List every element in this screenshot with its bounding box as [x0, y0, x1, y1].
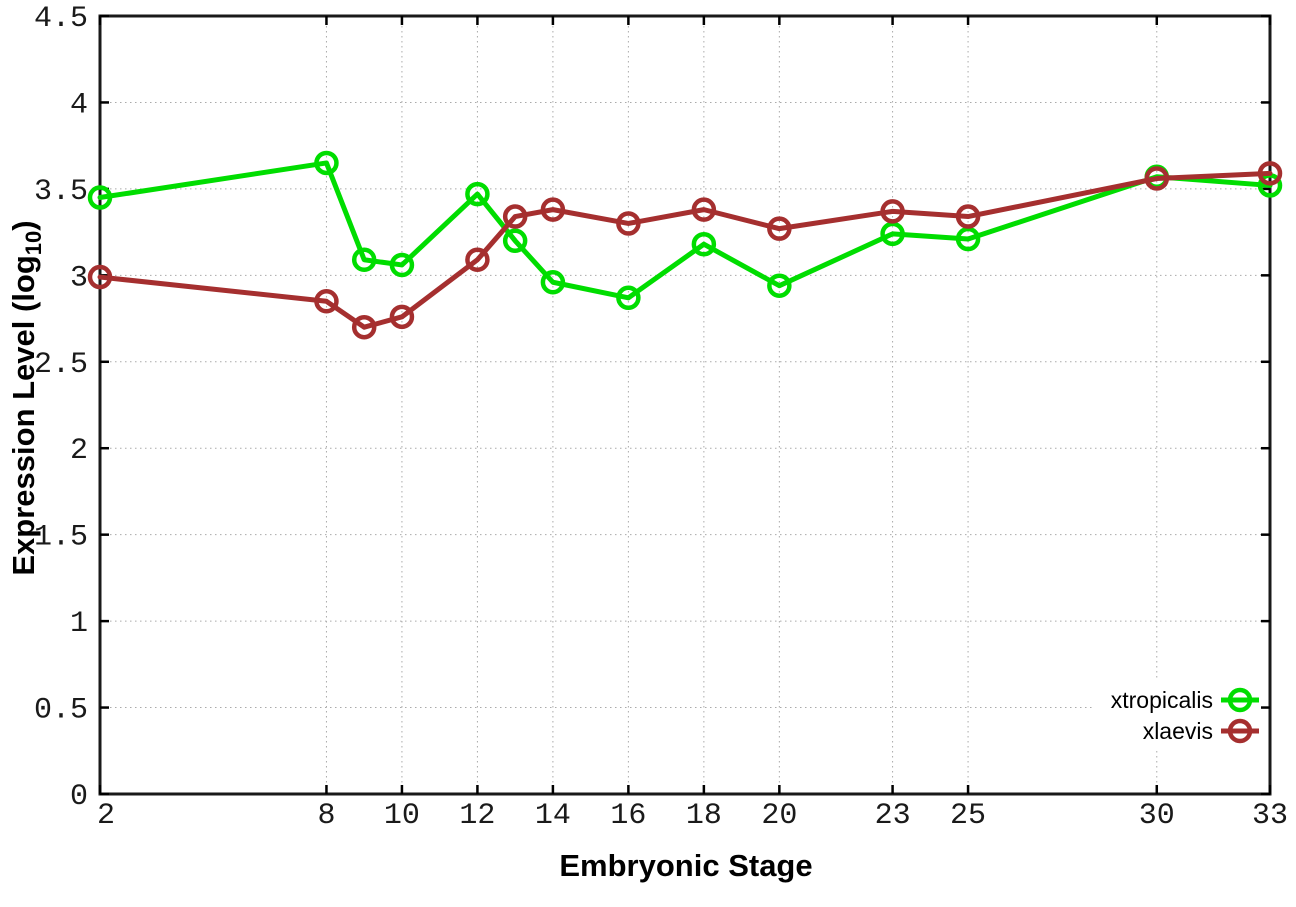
plot-border	[98, 14, 1272, 796]
x-tick-label-8: 8	[317, 799, 335, 833]
data-point-xtropicalis-stage-8	[314, 150, 339, 176]
x-tick-label-30: 30	[1139, 799, 1175, 833]
data-point-xtropicalis-stage-12	[465, 181, 490, 207]
legend-label-xtropicalis: xtropicalis	[1111, 687, 1213, 713]
x-tick-label-2: 2	[97, 799, 115, 833]
grid-layer	[99, 15, 1271, 795]
data-point-xtropicalis-stage-14	[540, 269, 566, 295]
data-point-xlaevis-stage-30	[1144, 166, 1170, 191]
x-tick-label-12: 12	[459, 799, 495, 833]
y-tick-label-4.5: 4.5	[34, 2, 88, 36]
y-tick-label-0: 0	[70, 780, 88, 814]
legend-marker-xtropicalis	[1227, 687, 1253, 713]
data-point-xlaevis-stage-16	[616, 211, 641, 236]
y-axis-label-post: )	[6, 220, 41, 230]
series-layer	[87, 150, 1283, 340]
legend: xtropicalis xlaevis	[1111, 687, 1259, 744]
data-point-xtropicalis-stage-10	[389, 252, 415, 278]
data-point-xlaevis-stage-12	[465, 247, 490, 273]
data-point-xtropicalis-stage-16	[616, 285, 641, 311]
data-point-xlaevis-stage-8	[314, 289, 339, 314]
data-point-xlaevis-stage-18	[691, 197, 717, 222]
x-tick-label-23: 23	[875, 799, 911, 833]
data-point-xtropicalis-stage-13	[502, 228, 528, 254]
x-axis-label: Embryonic Stage	[559, 848, 812, 883]
y-tick-label-2.5: 2.5	[34, 348, 88, 382]
data-point-xtropicalis-stage-20	[767, 273, 792, 298]
x-tick-label-20: 20	[761, 799, 797, 833]
data-point-xlaevis-stage-33	[1257, 161, 1283, 186]
legend-label-xlaevis: xlaevis	[1143, 718, 1213, 744]
data-point-xtropicalis-stage-2	[87, 185, 113, 210]
x-tick-label-33: 33	[1252, 799, 1288, 833]
y-tick-label-3.5: 3.5	[34, 175, 88, 209]
x-tick-label-18: 18	[686, 799, 722, 833]
x-tick-label-25: 25	[950, 799, 986, 833]
series-line-xlaevis	[97, 170, 1273, 330]
x-tick-label-10: 10	[384, 799, 420, 833]
y-axis-label-sub: 10	[21, 231, 46, 255]
x-tick-label-16: 16	[610, 799, 646, 833]
y-tick-label-3: 3	[70, 261, 88, 295]
x-tick-label-14: 14	[535, 799, 571, 833]
data-point-xtropicalis-stage-23	[880, 221, 905, 247]
data-point-xlaevis-stage-2	[87, 264, 113, 290]
data-point-xlaevis-stage-23	[880, 199, 905, 224]
y-tick-label-1.5: 1.5	[34, 521, 88, 555]
y-axis-label: Expression Level (log10)	[6, 220, 46, 575]
tick-layer	[98, 14, 1272, 796]
data-point-xlaevis-stage-20	[767, 216, 792, 241]
y-tick-label-2: 2	[70, 434, 88, 468]
series-line-xtropicalis	[97, 160, 1273, 301]
data-point-xtropicalis-stage-18	[691, 231, 717, 257]
data-point-xlaevis-stage-9	[351, 314, 377, 340]
y-tick-label-4: 4	[70, 88, 88, 122]
y-tick-label-0.5: 0.5	[34, 694, 88, 728]
data-point-xtropicalis-stage-9	[351, 247, 377, 273]
tick-label-layer: 2 8 10 12 14 16 18 20 23 25 30 33 0 0.5 1 1.5 2 2.5 3 3.5 4 4…	[34, 2, 1288, 833]
data-point-xlaevis-stage-13	[502, 204, 528, 229]
data-point-xlaevis-stage-10	[389, 304, 415, 330]
data-point-xlaevis-stage-25	[955, 204, 981, 229]
legend-marker-xlaevis	[1227, 718, 1253, 744]
y-tick-label-1: 1	[70, 607, 88, 641]
y-axis-label-pre: Expression Level (log	[6, 255, 41, 575]
data-point-xtropicalis-stage-25	[955, 226, 981, 252]
data-point-xlaevis-stage-14	[540, 197, 566, 222]
